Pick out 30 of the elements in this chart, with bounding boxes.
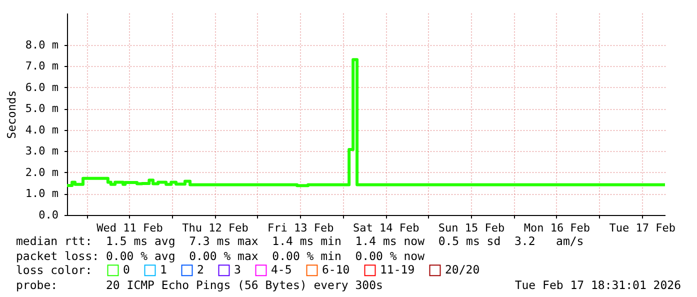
x-tick-label: Tue 17 Feb: [609, 222, 676, 234]
legend-label: 2: [197, 262, 204, 276]
text: Tue Feb 17 18:31:01 2026: [514, 278, 681, 292]
legend-label: 3: [234, 262, 241, 276]
legend-label: 0: [123, 262, 130, 276]
legend-label: 11-19: [380, 262, 415, 276]
legend-label: 4-5: [271, 262, 292, 276]
y-tick-label: 3.0 m: [25, 144, 59, 158]
y-tick-label: 6.0 m: [25, 80, 59, 94]
legend-label: 20/20: [445, 262, 480, 276]
y-axis-title: Seconds: [4, 90, 18, 139]
y-tick-label: 0.0: [38, 208, 58, 222]
x-tick-label: Wed 11 Feb: [96, 222, 163, 234]
x-tick-label: Mon 16 Feb: [524, 222, 590, 234]
y-tick-label: 5.0 m: [25, 102, 59, 116]
y-tick-label: 8.0 m: [25, 38, 59, 52]
y-tick-label: 1.0 m: [25, 187, 59, 200]
x-tick-label: Thu 12 Feb: [182, 222, 248, 234]
y-tick-label: 7.0 m: [25, 60, 59, 73]
x-tick-label: Fri 13 Feb: [268, 222, 334, 234]
legend-label: 6-10: [322, 262, 350, 276]
text: packet loss: 0.00 % avg 0.00 % max 0.00 % min 0.00 % now: [16, 249, 424, 263]
y-tick-label: 4.0 m: [25, 123, 59, 136]
text: median rtt: 1.5 ms avg 7.3 ms max 1.4 ms min 1.4 ms now 0.5 ms sd 3.2 am/s: [16, 234, 584, 248]
legend-title: loss color:: [16, 263, 92, 277]
legend-label: 1: [160, 262, 167, 276]
text: probe: 20 ICMP Echo Pings (56 Bytes) every 300s: [16, 278, 383, 292]
y-tick-label: 2.0 m: [25, 166, 59, 179]
x-tick-label: Sat 14 Feb: [352, 222, 420, 234]
x-tick-label: Sun 15 Feb: [438, 222, 505, 234]
